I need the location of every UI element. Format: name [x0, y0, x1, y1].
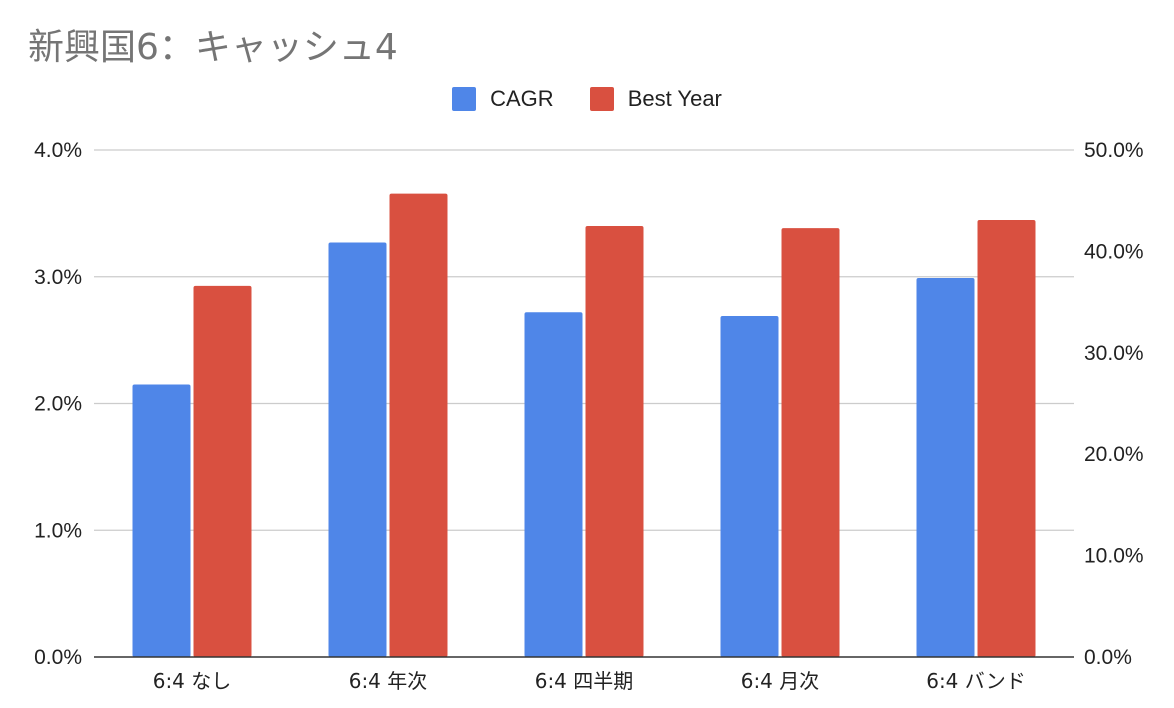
- y-right-tick-label: 30.0%: [1084, 342, 1144, 365]
- y-left-tick-label: 1.0%: [34, 519, 82, 542]
- y-right-tick-label: 10.0%: [1084, 545, 1144, 568]
- legend-label-best-year: Best Year: [627, 86, 722, 111]
- bar-cagr: [720, 316, 779, 657]
- x-category-label: 6:4 年次: [349, 669, 428, 693]
- y-right-tick-label: 50.0%: [1084, 139, 1144, 162]
- y-left-tick-label: 0.0%: [34, 646, 82, 669]
- legend-swatch-cagr: [452, 87, 477, 111]
- y-left-tick-label: 4.0%: [34, 139, 82, 162]
- x-category-label: 6:4 バンド: [926, 669, 1026, 693]
- bar-cagr: [328, 242, 387, 657]
- legend-swatch-best-year: [589, 87, 614, 111]
- bar-cagr: [132, 384, 191, 657]
- x-category-label: 6:4 月次: [741, 669, 820, 693]
- legend-item-cagr[interactable]: CAGR: [452, 86, 554, 112]
- bar-best-year: [193, 285, 252, 657]
- y-right-tick-label: 40.0%: [1084, 240, 1144, 263]
- y-left-tick-label: 2.0%: [34, 393, 82, 416]
- chart-title: 新興国6：キャッシュ4: [28, 27, 398, 68]
- y-right-tick-label: 0.0%: [1084, 646, 1132, 669]
- x-category-label: 6:4 なし: [153, 669, 232, 693]
- bar-cagr: [916, 278, 975, 657]
- y-right-tick-label: 20.0%: [1084, 443, 1144, 466]
- bar-best-year: [389, 193, 448, 658]
- y-left-tick-label: 3.0%: [34, 266, 82, 289]
- legend: CAGR Best Year: [0, 86, 1174, 112]
- bar-best-year: [781, 228, 840, 657]
- legend-label-cagr: CAGR: [490, 86, 554, 111]
- bar-best-year: [585, 226, 644, 658]
- x-category-label: 6:4 四半期: [535, 669, 634, 693]
- legend-item-best-year[interactable]: Best Year: [589, 86, 722, 112]
- bar-cagr: [524, 312, 583, 657]
- bar-best-year: [977, 219, 1036, 657]
